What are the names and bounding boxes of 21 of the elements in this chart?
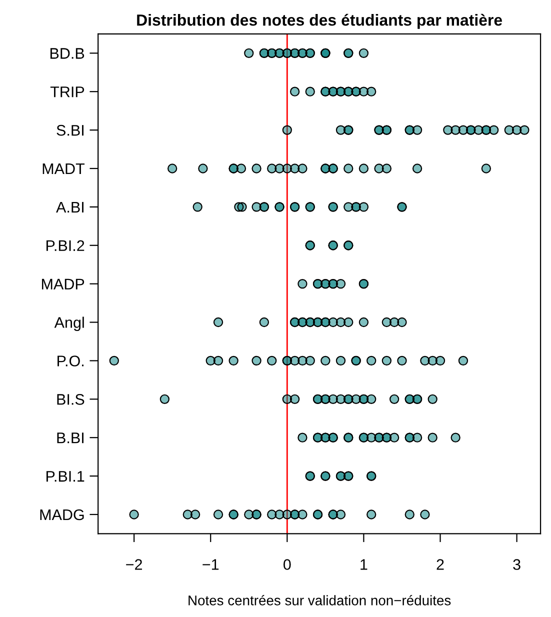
y-tick-label: P.O.	[58, 356, 84, 366]
y-tick-label: P.BI.2	[46, 240, 84, 251]
x-tick-label: −2	[126, 559, 142, 570]
y-tick-label: S.BI	[56, 124, 84, 136]
y-tick-label: A.BI	[56, 202, 84, 212]
y-tick-label: TRIP	[50, 86, 84, 98]
y-tick-label: Angl	[54, 316, 84, 331]
x-tick-label: 0	[284, 559, 291, 570]
y-tick-label: P.BI.1	[46, 471, 84, 482]
y-tick-label: MADT	[42, 164, 85, 174]
y-tick-label: MADG	[40, 509, 84, 520]
chart-title: Distribution des notes des étudiants par matière	[137, 14, 502, 29]
x-tick-label: 2	[436, 559, 444, 570]
x-tick-label: 1	[360, 559, 368, 570]
x-tick-label: 3	[513, 559, 520, 570]
y-tick-label: BD.B	[50, 48, 84, 59]
x-axis-title: Notes centrées sur validation non−réduites	[188, 595, 451, 606]
x-tick-label: −1	[202, 559, 219, 570]
y-tick-label: BI.S	[57, 394, 84, 405]
y-tick-label: B.BI	[57, 432, 84, 444]
y-tick-label: MADP	[42, 278, 84, 290]
